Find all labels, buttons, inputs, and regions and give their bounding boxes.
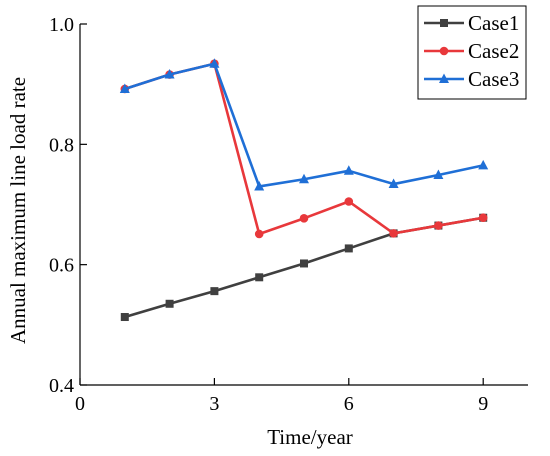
y-tick-label: 0.8 (49, 134, 74, 156)
data-point (164, 69, 175, 79)
data-point (478, 159, 489, 170)
data-point (299, 214, 309, 223)
legend-entry-case2: Case2 (424, 39, 519, 63)
x-tick-label: 6 (344, 393, 354, 415)
data-point (299, 173, 309, 184)
x-tick-label: 9 (478, 393, 488, 415)
legend-entry-case3: Case3 (424, 67, 519, 91)
data-point (388, 178, 399, 189)
data-point (255, 273, 264, 282)
y-tick-label: 0.6 (49, 255, 74, 277)
data-point (433, 169, 444, 180)
legend-label: Case2 (468, 39, 519, 63)
legend: Case1 Case2 Case3 (417, 5, 527, 100)
legend-label: Case3 (468, 67, 519, 91)
series-case1 (120, 213, 488, 322)
data-point (389, 229, 398, 238)
legend-marker (439, 46, 449, 56)
series-case3 (119, 58, 489, 191)
y-tick-label: 0.4 (49, 375, 74, 397)
data-point (478, 213, 488, 223)
x-tick-label: 0 (75, 393, 85, 415)
x-axis-title: Time/year (267, 425, 353, 449)
data-point (434, 221, 443, 230)
plot-area (119, 58, 489, 322)
data-point (165, 299, 174, 308)
data-point (209, 58, 220, 68)
legend-label: Case1 (468, 11, 519, 35)
x-tick-label: 3 (209, 393, 219, 415)
data-point (119, 83, 130, 93)
legend-marker (439, 73, 449, 83)
legend-marker (440, 19, 448, 27)
data-point (120, 313, 129, 322)
data-point (254, 180, 265, 191)
data-point (343, 165, 354, 175)
data-point (300, 259, 308, 268)
y-tick-label: 1.0 (49, 14, 74, 36)
data-point (210, 287, 219, 296)
legend-entry-case1: Case1 (424, 11, 519, 35)
y-axis-title: Annual maximum line load rate (6, 77, 30, 344)
data-point (254, 229, 264, 239)
axes: 0 3 6 9 0.4 0.6 0.8 1.0 Time/year Annual maximum … (6, 14, 528, 449)
data-point (344, 197, 354, 206)
data-point (344, 244, 353, 253)
legend-box (417, 5, 527, 100)
